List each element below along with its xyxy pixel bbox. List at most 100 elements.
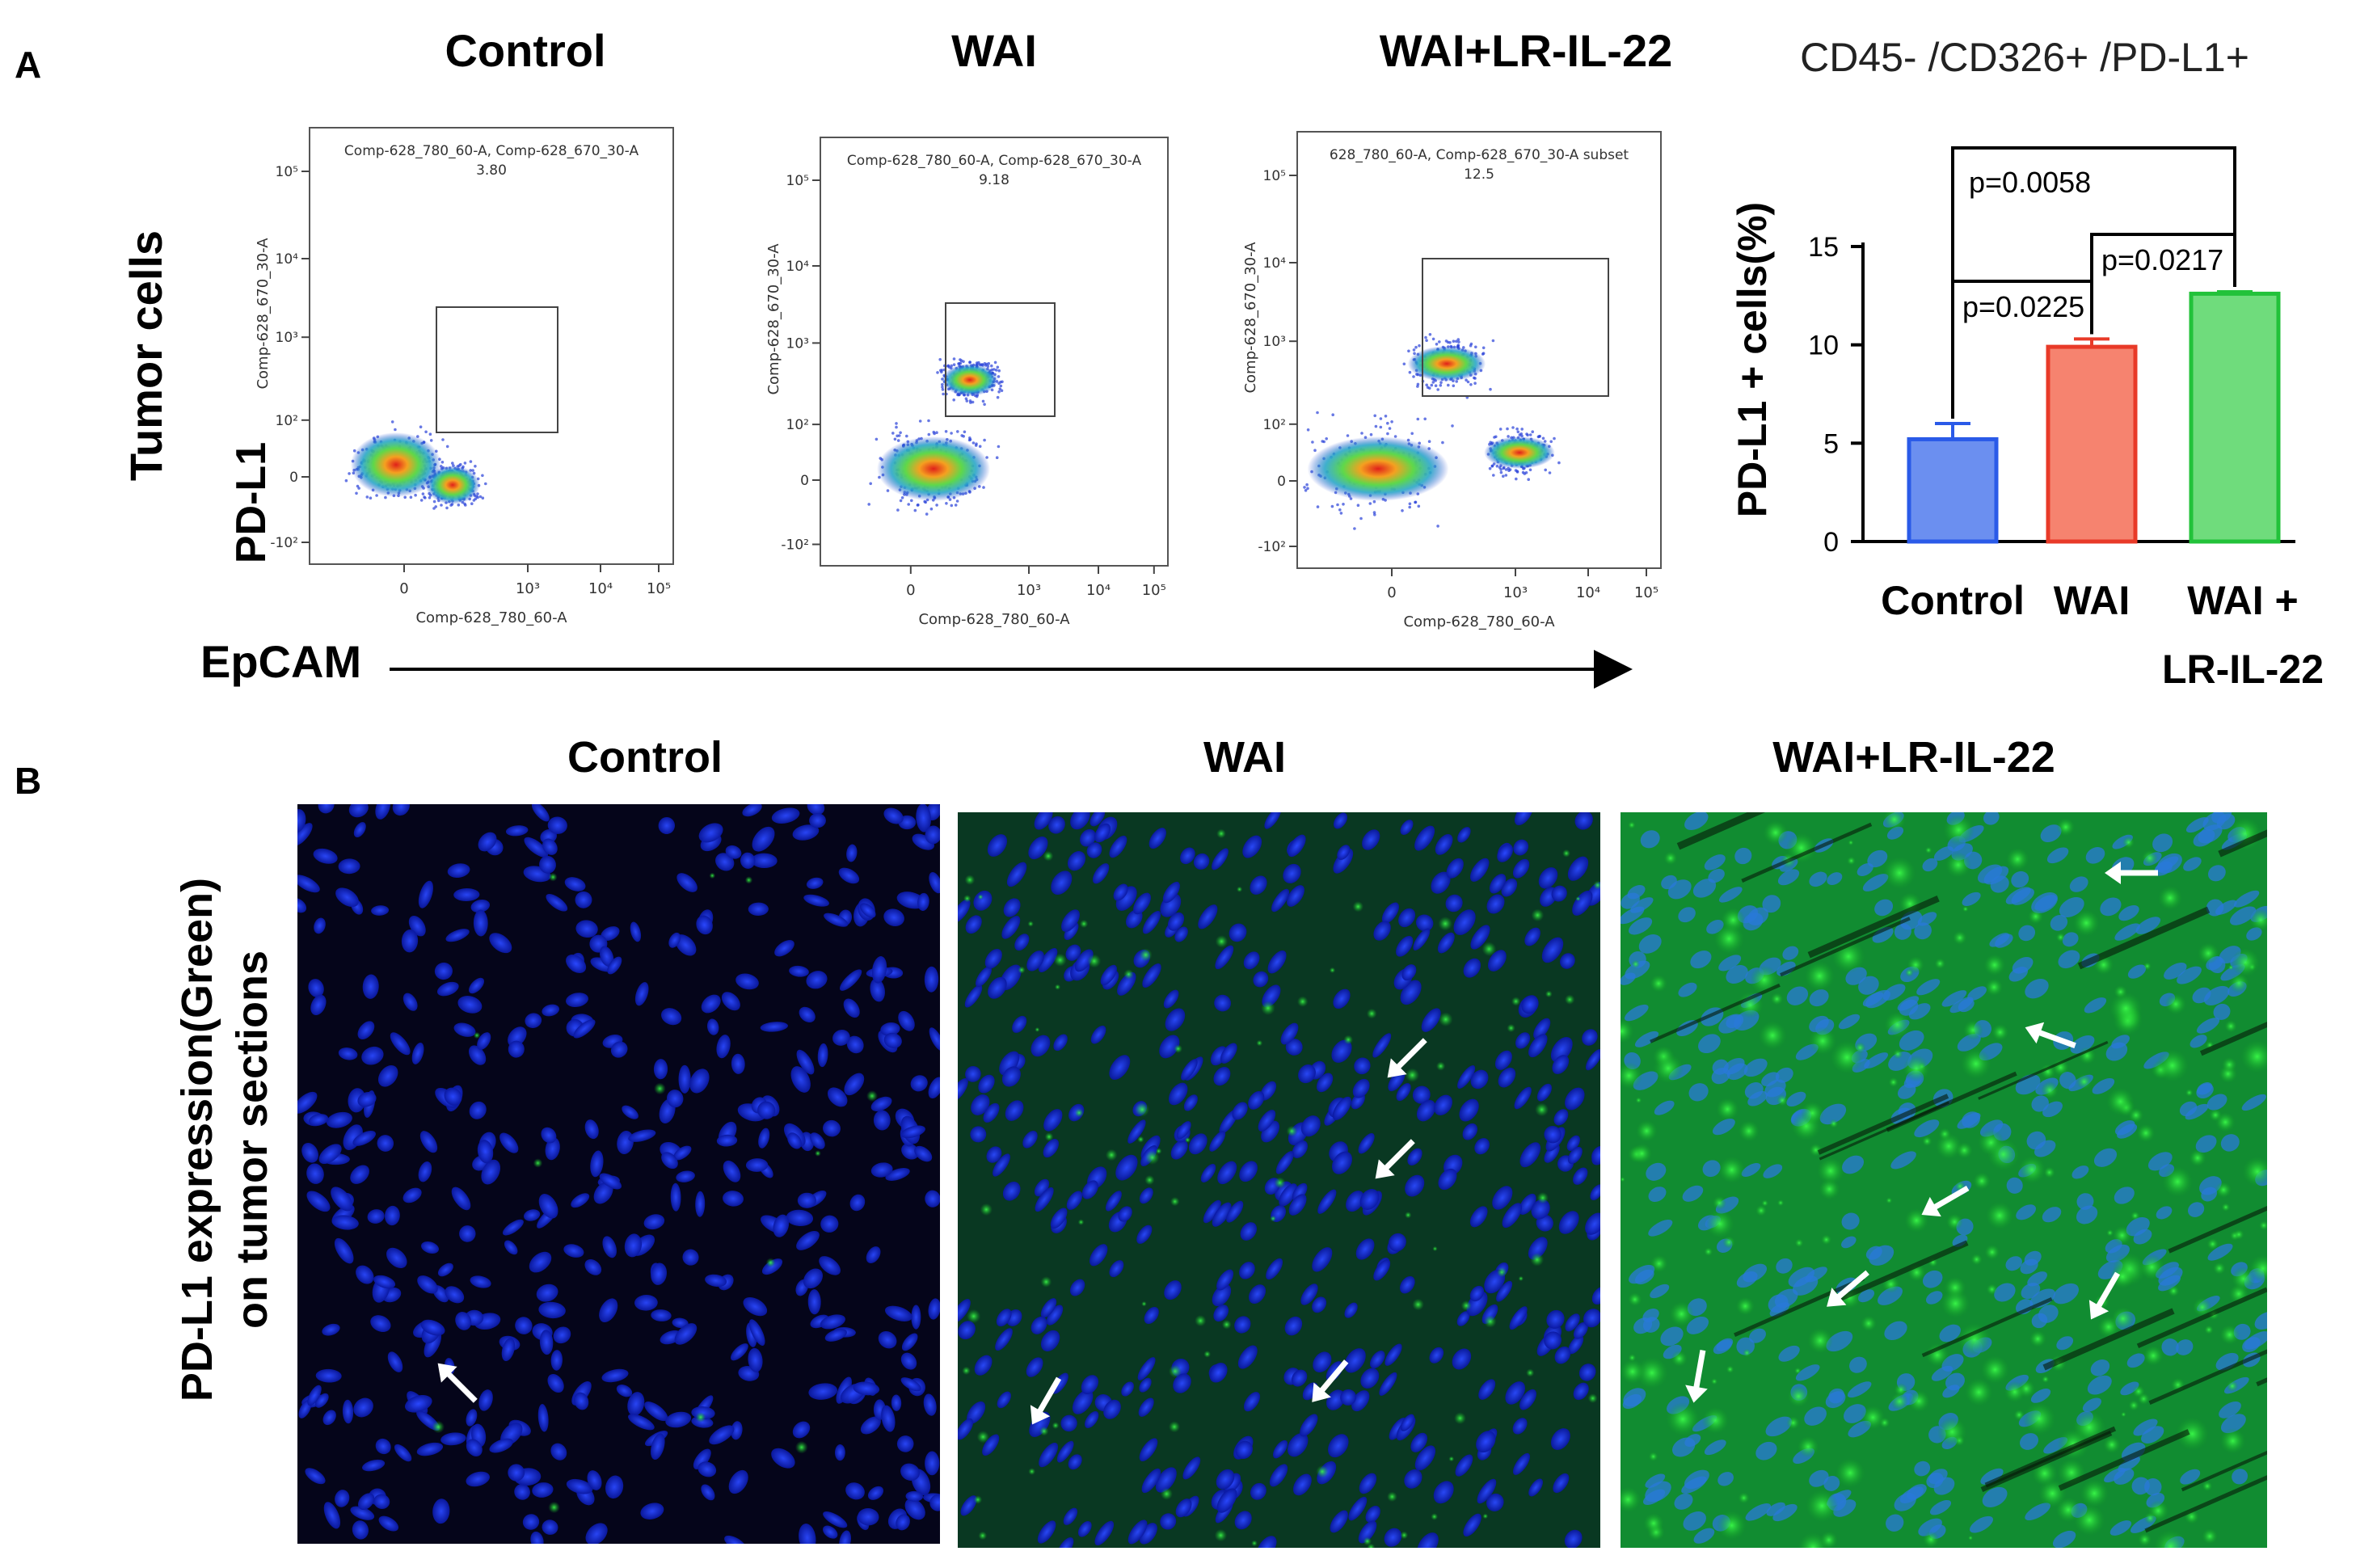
flow-title-wai: WAI bbox=[951, 25, 1037, 76]
gate-label: Comp-628_780_60-A, Comp-628_670_30-A bbox=[344, 143, 639, 159]
flow-x-tick-label: 10⁵ bbox=[1142, 582, 1166, 599]
flow-y-tick-label: 0 bbox=[800, 473, 809, 489]
arrow-icon bbox=[1827, 1270, 1869, 1307]
flow-plot-frame bbox=[309, 127, 674, 565]
density-core bbox=[351, 432, 441, 497]
chart-category-label: WAI + bbox=[2187, 578, 2299, 623]
flow-x-tick-label: 10⁴ bbox=[1576, 584, 1600, 601]
flow-x-tick-label: 0 bbox=[399, 580, 408, 597]
flow-plot-2: 628_780_60-A, Comp-628_670_30-A subset 12… bbox=[1242, 131, 1662, 630]
arrow-icon bbox=[2025, 1022, 2076, 1048]
significance-bracket bbox=[1951, 146, 2236, 419]
bar-1 bbox=[2046, 344, 2138, 544]
flow-y-tick-label: 10⁵ bbox=[786, 173, 809, 189]
density-core bbox=[1307, 436, 1449, 501]
x-axis-label-epcam: EpCAM bbox=[200, 636, 361, 687]
arrow-icon bbox=[1921, 1185, 1970, 1217]
bar-2 bbox=[2189, 291, 2281, 544]
micrograph-background bbox=[297, 804, 940, 1544]
density-core bbox=[425, 466, 480, 504]
significance-label: p=0.0225 bbox=[1962, 290, 2084, 323]
arrow-icon bbox=[1030, 1376, 1062, 1425]
micrograph-1 bbox=[958, 812, 1600, 1548]
flow-y-tick-label: 10³ bbox=[1263, 334, 1286, 350]
density-core bbox=[942, 364, 998, 396]
chart-category-label: Control bbox=[1881, 578, 2025, 623]
arrow-icon bbox=[1312, 1359, 1349, 1402]
density-core bbox=[877, 436, 990, 501]
flow-y-tick-label: 10³ bbox=[276, 330, 298, 346]
row-label-pdl1-expression: PD-L1 expression(Green) bbox=[173, 878, 221, 1402]
significance-label: p=0.0217 bbox=[2101, 243, 2223, 276]
chart-title: CD45- /CD326+ /PD-L1+ bbox=[1800, 35, 2249, 80]
flow-y-tick-label: 10⁵ bbox=[276, 164, 298, 180]
flow-y-param: Comp-628_670_30-A bbox=[765, 243, 782, 395]
flow-y-tick-label: -10² bbox=[781, 537, 809, 554]
bar-0 bbox=[1907, 436, 1999, 544]
density-core bbox=[1407, 346, 1486, 381]
gate-value: 12.5 bbox=[1464, 166, 1494, 183]
flow-x-tick-label: 10⁴ bbox=[1086, 582, 1111, 599]
flow-x-param: Comp-628_780_60-A bbox=[918, 611, 1070, 628]
flow-x-param: Comp-628_780_60-A bbox=[1403, 613, 1555, 630]
bar-chart: CD45- /CD326+ /PD-L1+ PD-L1 + cells(%) 0… bbox=[1730, 35, 2324, 692]
row-label-tumor-sections: on tumor sections bbox=[228, 950, 276, 1329]
chart-category-label: LR-IL-22 bbox=[2162, 647, 2324, 692]
flow-x-tick-label: 10⁵ bbox=[1634, 584, 1658, 601]
flow-plot-frame bbox=[820, 137, 1169, 567]
chart-y-tick-label: 10 bbox=[1808, 331, 1839, 361]
flow-y-tick-label: 0 bbox=[1277, 474, 1286, 490]
flow-x-tick-label: 10³ bbox=[516, 580, 540, 597]
flow-y-tick-label: 10² bbox=[276, 413, 298, 429]
arrow-icon bbox=[1685, 1349, 1708, 1403]
micrograph-0 bbox=[297, 804, 940, 1544]
chart-y-axis-label: PD-L1 + cells(%) bbox=[1730, 202, 1775, 517]
flow-y-tick-label: 10⁴ bbox=[276, 251, 299, 268]
y-axis-label-pdl1: PD-L1 bbox=[228, 442, 275, 563]
flow-plot-1: Comp-628_780_60-A, Comp-628_670_30-A 9.18… bbox=[765, 137, 1169, 628]
flow-x-tick-label: 0 bbox=[1387, 584, 1396, 601]
arrow-icon bbox=[437, 1363, 478, 1403]
flow-y-param: Comp-628_670_30-A bbox=[255, 238, 272, 390]
flow-y-tick-label: 10⁵ bbox=[1263, 168, 1286, 184]
micro-title-control: Control bbox=[567, 733, 723, 782]
flow-plot-0: Comp-628_780_60-A, Comp-628_670_30-A 3.80… bbox=[255, 127, 674, 626]
flow-x-tick-label: 10³ bbox=[1017, 582, 1041, 599]
flow-plot-frame bbox=[1296, 131, 1662, 569]
flow-y-tick-label: -10² bbox=[1258, 539, 1286, 555]
arrow-icon bbox=[1387, 1038, 1427, 1078]
density-core bbox=[1484, 436, 1555, 469]
flow-plots: Comp-628_780_60-A, Comp-628_670_30-A 3.80… bbox=[255, 127, 1662, 630]
chart-category-label: WAI bbox=[2054, 578, 2130, 623]
chart-y-tick-label: 0 bbox=[1823, 527, 1839, 558]
flow-x-tick-label: 10³ bbox=[1503, 584, 1528, 601]
gate-value: 3.80 bbox=[476, 162, 507, 179]
arrow-icon bbox=[1375, 1139, 1415, 1179]
chart-y-tick-label: 5 bbox=[1823, 428, 1839, 459]
flow-y-tick-label: 0 bbox=[289, 470, 298, 486]
gate-label: 628_780_60-A, Comp-628_670_30-A subset bbox=[1330, 147, 1629, 163]
arrow-icon bbox=[2088, 1271, 2121, 1320]
significance-label: p=0.0058 bbox=[1969, 166, 2091, 199]
flow-x-tick-label: 0 bbox=[906, 582, 915, 599]
gate-rectangle bbox=[436, 306, 558, 433]
gate-label: Comp-628_780_60-A, Comp-628_670_30-A bbox=[847, 153, 1142, 169]
flow-y-tick-label: -10² bbox=[270, 535, 298, 551]
flow-x-param: Comp-628_780_60-A bbox=[415, 609, 567, 626]
micrographs bbox=[297, 804, 2267, 1548]
flow-y-tick-label: 10⁴ bbox=[786, 259, 810, 275]
flow-y-param: Comp-628_670_30-A bbox=[1242, 242, 1259, 394]
panel-a-letter: A bbox=[15, 44, 41, 86]
flow-x-tick-label: 10⁵ bbox=[647, 580, 671, 597]
flow-y-tick-label: 10⁴ bbox=[1263, 255, 1287, 272]
gate-rectangle bbox=[945, 302, 1056, 417]
micro-title-wai-lr-il22: WAI+LR-IL-22 bbox=[1772, 733, 2055, 782]
panel-b-letter: B bbox=[15, 760, 41, 802]
flow-title-control: Control bbox=[445, 25, 605, 76]
arrow-icon bbox=[2105, 862, 2158, 884]
flow-y-tick-label: 10³ bbox=[786, 335, 809, 352]
flow-y-tick-label: 10² bbox=[1263, 417, 1286, 433]
flow-title-wai-lr-il22: WAI+LR-IL-22 bbox=[1380, 25, 1672, 76]
gate-rectangle bbox=[1422, 258, 1609, 397]
